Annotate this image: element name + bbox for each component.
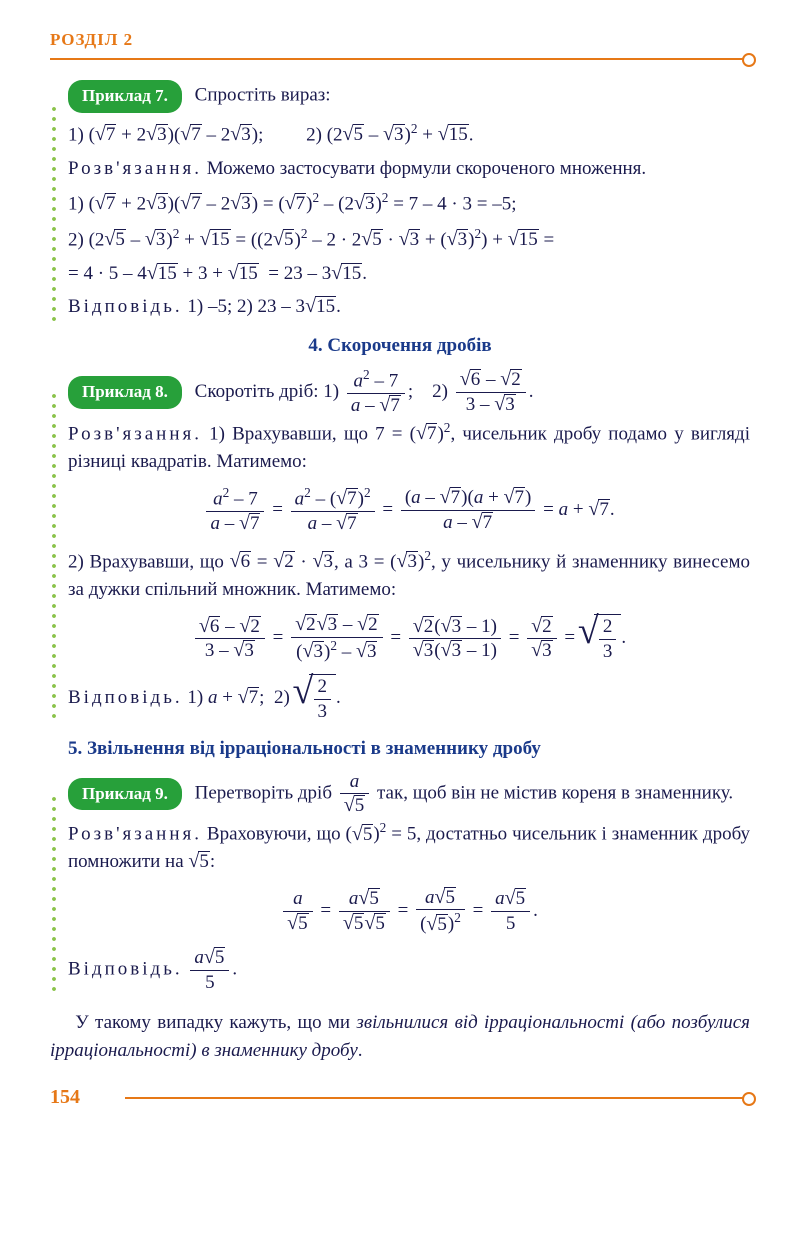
top-rule (50, 58, 750, 60)
example-badge: Приклад 8. (68, 376, 182, 409)
example-8-eq2: 6 – 23 – 3 = 23 – 2(3)2 – 3 = 2(3 – 1)3(… (68, 613, 750, 664)
example-9-eq: a5 = a555 = a5(5)2 = a55. (68, 886, 750, 937)
page-number: 154 (50, 1086, 80, 1109)
example-7-answer: Відповідь. 1) –5; 2) 23 – 315. (68, 293, 750, 321)
footer: 154 (50, 1086, 750, 1109)
example-7-step2a: 2) (25 – 3)2 + 15 = ((25)2 – 2 · 25 · 3 … (68, 224, 750, 254)
dotted-rule (50, 794, 58, 995)
example-badge: Приклад 7. (68, 80, 182, 113)
example-8-sol2: 2) Врахувавши, що 6 = 2 · 3, а 3 = (3)2,… (68, 546, 750, 603)
solution-label: Розв'язання. (68, 158, 202, 179)
dotted-rule (50, 104, 58, 321)
example-7-prompt-row: Приклад 7. Спростіть вираз: (68, 80, 750, 113)
example-8-eq1: a2 – 7a – 7 = a2 – (7)2a – 7 = (a – 7)(a… (68, 485, 750, 536)
example-7-solution: Розв'язання. Можемо застосувати формули … (68, 155, 750, 183)
example-8-answer: Відповідь. 1) a + 7; 2) 23. (68, 674, 750, 724)
bottom-rule (125, 1097, 750, 1099)
dotted-rule (50, 391, 58, 724)
page: РОЗДІЛ 2 Приклад 7. Спростіть вираз: 1) … (0, 0, 800, 1129)
example-8-prompt-row: Приклад 8. Скоротіть дріб: 1) a2 – 7a – … (68, 367, 750, 418)
example-8-sol1: Розв'язання. 1) Врахувавши, що 7 = (7)2,… (68, 418, 750, 475)
section-header: РОЗДІЛ 2 (50, 30, 750, 50)
example-badge: Приклад 9. (68, 778, 182, 811)
example-9-answer: Відповідь. a55. (68, 946, 750, 995)
example-7-step1: 1) (7 + 23)(7 – 23) = (7)2 – (23)2 = 7 –… (68, 188, 750, 218)
example-8: Приклад 8. Скоротіть дріб: 1) a2 – 7a – … (50, 367, 750, 724)
example-9-prompt-row: Приклад 9. Перетворіть дріб a5 так, щоб … (68, 770, 750, 819)
subsection-5-title: 5. Звільнення від ірраціональності в зна… (50, 738, 750, 760)
conclusion: У такому випадку кажуть, що ми звільнили… (50, 1009, 750, 1064)
subsection-4-title: 4. Скорочення дробів (50, 335, 750, 357)
example-7-step2b: = 4 · 5 – 415 + 3 + 15 = 23 – 315. (68, 260, 750, 288)
example-7-items: 1) (7 + 23)(7 – 23); 2) (25 – 3)2 + 15. (68, 119, 750, 149)
example-9-solution: Розв'язання. Враховуючи, що (5)2 = 5, до… (68, 818, 750, 875)
example-7-prompt: Спростіть вираз: (195, 85, 331, 106)
example-9: Приклад 9. Перетворіть дріб a5 так, щоб … (50, 770, 750, 995)
example-7: Приклад 7. Спростіть вираз: 1) (7 + 23)(… (50, 80, 750, 321)
